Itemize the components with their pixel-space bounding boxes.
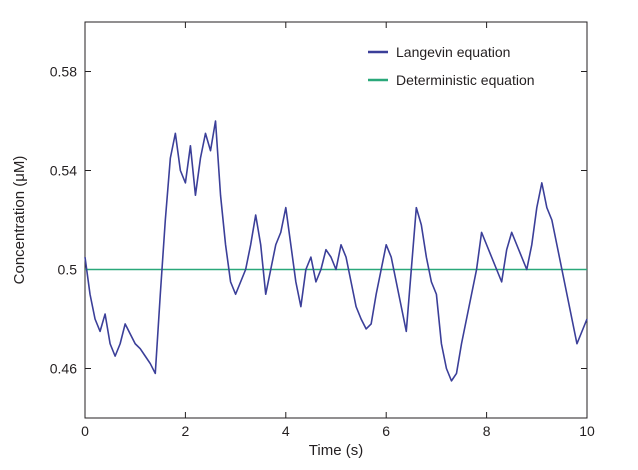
y-axis-label: Concentration (μM) [11, 156, 28, 285]
legend: Langevin equation Deterministic equation [368, 44, 535, 88]
y-tick-label: 0.54 [50, 163, 77, 179]
x-tick-label: 10 [579, 423, 595, 439]
y-tick-label: 0.5 [58, 262, 78, 278]
y-tick-label: 0.46 [50, 361, 77, 377]
x-tick-label: 2 [182, 423, 190, 439]
series-line-langevin [84, 120, 588, 382]
legend-label-deterministic: Deterministic equation [396, 72, 535, 88]
x-axis-label: Time (s) [309, 442, 363, 459]
legend-label-langevin: Langevin equation [396, 44, 510, 60]
plot-frame [84, 21, 588, 419]
x-tick-label: 6 [382, 423, 390, 439]
ticks-layer: 0 2 4 6 8 10 0.46 0.5 0.54 0.58 [50, 22, 595, 439]
x-tick-label: 4 [282, 423, 290, 439]
x-tick-label: 8 [483, 423, 491, 439]
series-layer [84, 120, 588, 382]
y-tick-label: 0.58 [50, 64, 77, 80]
x-tick-label: 0 [81, 423, 89, 439]
